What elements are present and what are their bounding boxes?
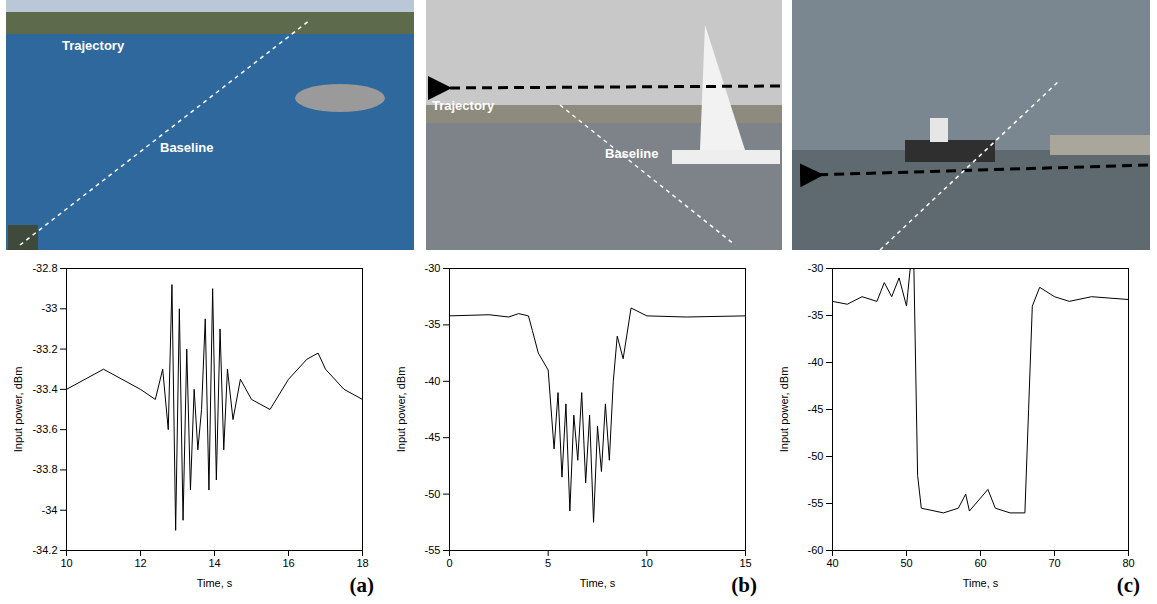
svg-text:-33.6: -33.6 <box>32 423 57 435</box>
svg-text:80: 80 <box>1122 557 1134 569</box>
svg-text:Trajectory: Trajectory <box>432 98 495 113</box>
svg-text:Input power, dBm: Input power, dBm <box>778 367 790 453</box>
svg-text:-35: -35 <box>808 309 824 321</box>
svg-text:-33.8: -33.8 <box>32 463 57 475</box>
svg-text:-30: -30 <box>425 262 441 274</box>
html-text:(c): (c) <box>1116 573 1140 597</box>
svg-text:14: 14 <box>208 557 220 569</box>
svg-text:Time, s: Time, s <box>580 577 616 589</box>
svg-text:-33.2: -33.2 <box>32 343 57 355</box>
svg-text:-55: -55 <box>425 544 441 556</box>
svg-text:-35: -35 <box>425 318 441 330</box>
svg-text:-60: -60 <box>808 544 824 556</box>
svg-text:-55: -55 <box>808 497 824 509</box>
svg-text:10: 10 <box>60 557 72 569</box>
svg-text:70: 70 <box>1048 557 1060 569</box>
svg-text:-34: -34 <box>42 504 58 516</box>
svg-text:50: 50 <box>900 557 912 569</box>
svg-text:-33.4: -33.4 <box>32 383 57 395</box>
svg-text:40: 40 <box>826 557 838 569</box>
svg-text:Input power, dBm: Input power, dBm <box>12 367 24 453</box>
svg-text:-45: -45 <box>808 403 824 415</box>
svg-text:16: 16 <box>282 557 294 569</box>
svg-text:0: 0 <box>446 557 452 569</box>
svg-text:-40: -40 <box>425 375 441 387</box>
svg-text:18: 18 <box>356 557 368 569</box>
svg-text:60: 60 <box>974 557 986 569</box>
svg-text:10: 10 <box>641 557 653 569</box>
svg-text:Time, s: Time, s <box>197 577 233 589</box>
html-text:(a): (a) <box>349 573 374 597</box>
svg-text:Baseline: Baseline <box>605 146 658 161</box>
html-text:(b): (b) <box>731 573 757 597</box>
svg-text:-45: -45 <box>425 431 441 443</box>
svg-text:-32.8: -32.8 <box>32 262 57 274</box>
svg-text:5: 5 <box>545 557 551 569</box>
svg-text:-34.2: -34.2 <box>32 544 57 556</box>
svg-text:Baseline: Baseline <box>160 140 213 155</box>
svg-text:-33: -33 <box>42 302 58 314</box>
svg-text:-40: -40 <box>808 356 824 368</box>
svg-text:-30: -30 <box>808 262 824 274</box>
svg-text:Time, s: Time, s <box>963 577 999 589</box>
svg-text:Input power, dBm: Input power, dBm <box>395 367 407 453</box>
svg-text:15: 15 <box>739 557 751 569</box>
svg-text:12: 12 <box>134 557 146 569</box>
svg-text:-50: -50 <box>808 450 824 462</box>
svg-text:-50: -50 <box>425 488 441 500</box>
svg-text:Trajectory: Trajectory <box>62 38 125 53</box>
